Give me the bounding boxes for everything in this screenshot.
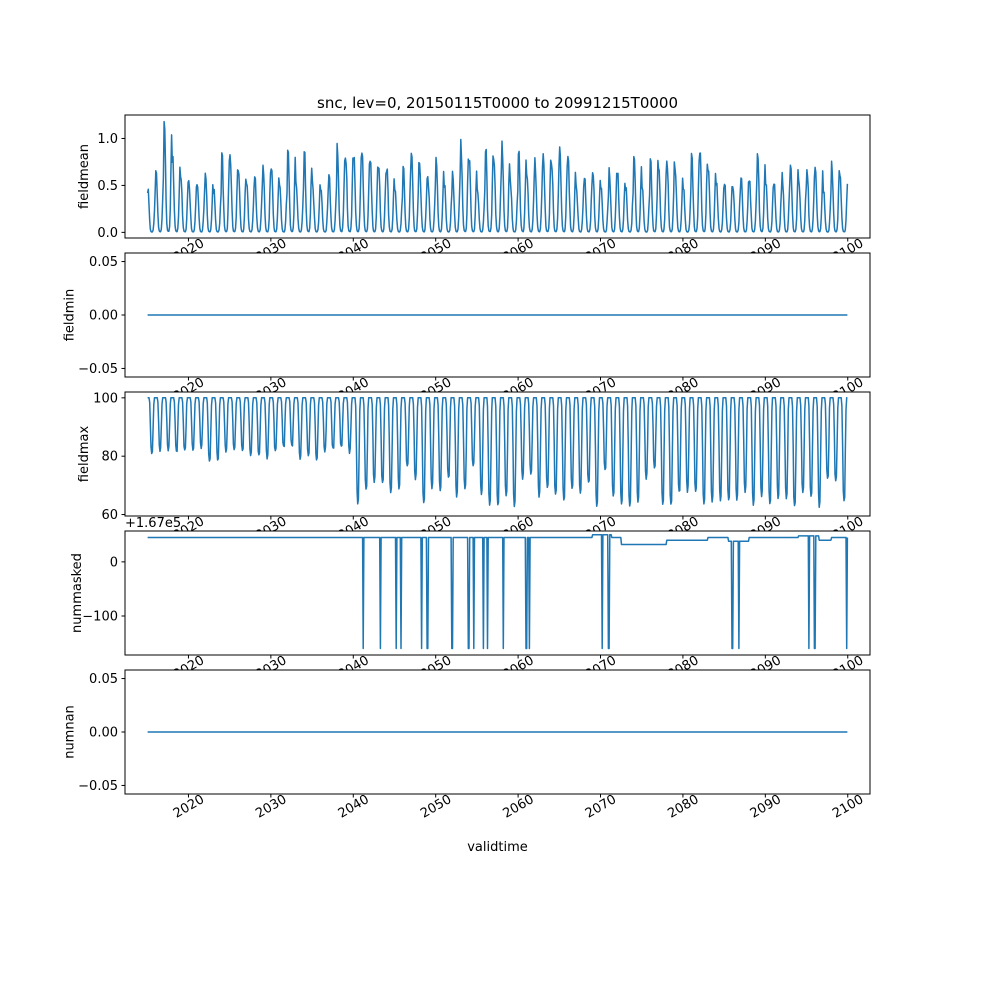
- y-tick-label: −0.05: [78, 779, 118, 794]
- y-axis-label-nummasked: nummasked: [70, 553, 85, 633]
- y-tick-label: 0.05: [89, 672, 118, 687]
- y-tick-label: 100: [93, 391, 118, 406]
- y-axis-label-fieldmax: fieldmax: [77, 426, 92, 483]
- axes-box: [124, 391, 871, 517]
- axes-box: [124, 114, 871, 239]
- y-tick-label: 80: [101, 450, 118, 465]
- figure-title: snc, lev=0, 20150115T0000 to 20991215T00…: [317, 94, 678, 112]
- y-tick-label: −0.05: [78, 362, 118, 377]
- y-tick-label: 0.5: [97, 179, 118, 194]
- y-tick-label: 1.0: [97, 132, 118, 147]
- panel-numnan: 2020 2030 2040 2050 2060 2070 2080 2090 2100−0.0…: [63, 669, 871, 822]
- x-axis-label: validtime: [467, 840, 528, 855]
- y-tick-label: −100: [82, 610, 118, 625]
- y-axis-label-fieldmean: fieldmean: [77, 144, 92, 209]
- axes-box: [124, 530, 871, 656]
- panel-fieldmin: 2020 2030 2040 2050 2060 2070 2080 2090 2100−0.0…: [63, 252, 871, 405]
- y-tick-label: 0.05: [89, 255, 118, 270]
- y-tick-label: 60: [101, 508, 118, 523]
- series-line-fieldmax: [147, 397, 848, 509]
- series-line-fieldmean: [146, 120, 849, 233]
- y-axis-offset-text: +1.67e5: [125, 516, 181, 531]
- y-tick-label: 0.00: [89, 726, 118, 741]
- y-axis-label-fieldmin: fieldmin: [63, 289, 78, 342]
- y-tick-label: 0: [110, 555, 118, 570]
- axes-background: [125, 531, 870, 655]
- y-tick-label: 0.0: [97, 226, 118, 241]
- series-line-nummasked: [147, 534, 849, 650]
- panel-fieldmax: 2020 2030 2040 2050 2060 2070 2080 2090 21006080…: [77, 391, 871, 544]
- y-tick-label: 0.00: [89, 309, 118, 324]
- y-axis-label-numnan: numnan: [63, 705, 78, 759]
